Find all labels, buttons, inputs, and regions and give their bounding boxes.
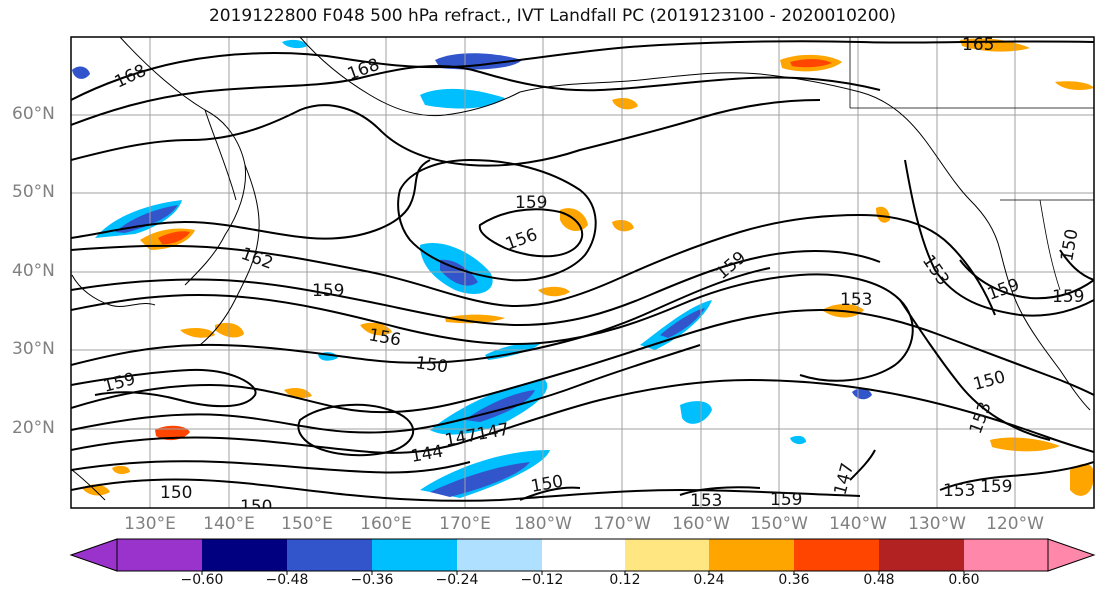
lon-label: 130°E (124, 514, 176, 534)
contour-label: 159 (312, 281, 344, 301)
lat-label: 60°N (12, 104, 55, 124)
contour-label: 159 (515, 193, 547, 213)
colorbar-tick-label: −0.12 (520, 572, 564, 588)
colorbar-segment (709, 539, 794, 571)
contour-label: 153 (943, 481, 975, 501)
lon-label: 170°W (593, 514, 651, 534)
lon-label: 140°E (203, 514, 255, 534)
colorbar-tick-label: 0.36 (778, 572, 810, 588)
plot-frame (70, 36, 1095, 509)
colorbar-segment (372, 539, 457, 571)
lon-label: 180°W (514, 514, 572, 534)
lat-label: 20°N (12, 418, 55, 438)
colorbar-frame (116, 538, 1049, 572)
colorbar-tick-label: 0.24 (693, 572, 725, 588)
colorbar-tick-label: −0.60 (180, 572, 224, 588)
contour-label: 150 (160, 483, 192, 503)
lon-label: 130°W (908, 514, 966, 534)
graticule (71, 37, 1094, 508)
contour-label: 150 (240, 497, 272, 517)
colorbar-segment (202, 539, 287, 571)
colorbar-min-extend (69, 538, 118, 572)
lon-label: 170°E (439, 514, 491, 534)
coastlines (71, 37, 1091, 501)
lon-label: 140°W (829, 514, 887, 534)
colorbar-segment (542, 539, 625, 571)
contour-labels: 168 168 165 159 156 162 159 156 159 153 … (101, 35, 1084, 517)
contour-label: 150 (414, 353, 449, 377)
colorbar-tick-label: −0.48 (265, 572, 309, 588)
colorbar-max-extend (1047, 538, 1096, 572)
contour-label: 159 (980, 477, 1012, 497)
lat-label: 40°N (12, 261, 55, 281)
lon-label: 150°W (750, 514, 808, 534)
lon-label: 160°W (672, 514, 730, 534)
colorbar-segment (287, 539, 372, 571)
contour-label: 159 (1052, 287, 1084, 307)
colorbar-segment (457, 539, 542, 571)
colorbar-segment (625, 539, 709, 571)
colorbar-tick-label: −0.24 (435, 572, 479, 588)
colorbar-segment (964, 539, 1048, 571)
contour-label: 153 (690, 491, 722, 511)
colorbar-tick-label: 0.48 (863, 572, 895, 588)
contour-label: 153 (840, 290, 872, 310)
colorbar-segment (117, 539, 202, 571)
borders (849, 37, 1094, 291)
contour-label: 159 (770, 490, 802, 510)
map-title: 2019122800 F048 500 hPa refract., IVT La… (208, 6, 896, 26)
colorbar-tick-label: −0.36 (350, 572, 394, 588)
colorbar (69, 538, 1096, 575)
height-contours (71, 40, 1094, 502)
contour-label: 165 (962, 35, 994, 55)
lon-label: 120°W (986, 514, 1044, 534)
colorbar-segment (794, 539, 879, 571)
colorbar-segment (879, 539, 964, 571)
colorbar-tick-label: 0.60 (948, 572, 980, 588)
lat-label: 50°N (12, 182, 55, 202)
lat-label: 30°N (12, 339, 55, 359)
lon-label: 150°E (281, 514, 333, 534)
lon-label: 160°E (360, 514, 412, 534)
colorbar-tick-label: 0.12 (609, 572, 641, 588)
positive-anomaly-shading (82, 38, 1094, 496)
